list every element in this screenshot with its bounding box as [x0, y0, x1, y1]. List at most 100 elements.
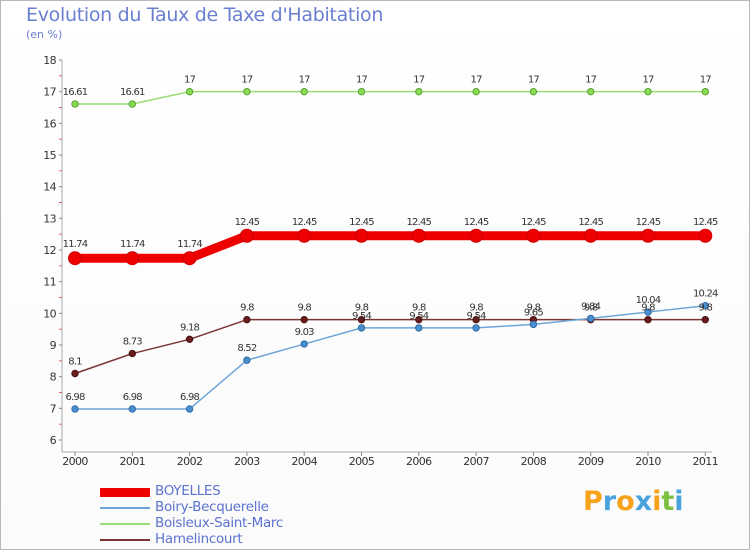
- y-tick-label: 15: [43, 149, 56, 162]
- legend-label: Boisleux-Saint-Marc: [155, 515, 283, 531]
- data-point-boyelles: [354, 228, 369, 243]
- y-tick-label: 6: [50, 434, 57, 447]
- logo-letter: t: [661, 486, 675, 517]
- x-tick-label: 2006: [406, 455, 432, 468]
- x-tick-label: 2001: [119, 455, 145, 468]
- data-point-boyelles: [526, 228, 541, 243]
- data-label-hamelincourt: 8.73: [123, 337, 143, 348]
- data-label-boiry-becquerelle: 6.98: [123, 392, 143, 403]
- x-tick-label: 2009: [578, 455, 604, 468]
- data-label-boisleux-saint-marc: 17: [184, 75, 196, 86]
- data-label-boyelles: 12.45: [521, 217, 546, 228]
- chart-subtitle: (en %): [26, 28, 63, 41]
- y-tick-label: 11: [43, 276, 56, 289]
- data-label-boiry-becquerelle: 8.52: [237, 343, 257, 354]
- data-label-boiry-becquerelle: 6.98: [65, 392, 85, 403]
- legend-item: Boiry-Becquerelle: [100, 499, 360, 515]
- legend-swatch: [100, 488, 150, 497]
- data-point-boyelles: [125, 251, 140, 266]
- data-label-hamelincourt: 9.18: [180, 322, 200, 333]
- data-point-hamelincourt: [701, 315, 709, 324]
- data-point-hamelincourt: [243, 315, 251, 324]
- legend-label: Boiry-Becquerelle: [155, 499, 269, 515]
- y-tick-label: 13: [43, 212, 56, 225]
- data-point-boyelles: [698, 228, 713, 243]
- data-label-boyelles: 12.45: [235, 217, 260, 228]
- data-point-boyelles: [182, 251, 197, 266]
- data-label-boyelles: 12.45: [578, 217, 603, 228]
- x-tick-label: 2008: [521, 455, 547, 468]
- data-label-boisleux-saint-marc: 16.61: [63, 87, 88, 98]
- data-point-hamelincourt: [644, 315, 652, 324]
- data-label-hamelincourt: 9.8: [240, 303, 254, 314]
- data-point-boiry-becquerelle: [128, 405, 137, 413]
- data-point-boisleux-saint-marc: [300, 87, 308, 96]
- data-label-boisleux-saint-marc: 16.61: [120, 87, 145, 98]
- proxiti-logo: Proxiti: [583, 486, 684, 517]
- legend-item: Boisleux-Saint-Marc: [100, 515, 360, 531]
- legend-label: BOYELLES: [155, 483, 221, 499]
- data-point-boisleux-saint-marc: [243, 87, 251, 96]
- data-label-hamelincourt: 9.8: [412, 303, 426, 314]
- x-tick-label: 2005: [349, 455, 375, 468]
- y-tick-label: 12: [43, 244, 56, 257]
- x-tick-label: 2007: [463, 455, 489, 468]
- data-label-boiry-becquerelle: 9.54: [409, 311, 429, 322]
- data-label-boiry-becquerelle: 6.98: [180, 392, 200, 403]
- data-label-boiry-becquerelle: 9.54: [467, 311, 487, 322]
- x-tick-label: 2003: [234, 455, 260, 468]
- x-tick-label: 2002: [177, 455, 203, 468]
- data-label-hamelincourt: 9.8: [584, 303, 598, 314]
- data-point-boisleux-saint-marc: [644, 87, 652, 96]
- data-point-boiry-becquerelle: [644, 308, 652, 316]
- data-point-hamelincourt: [185, 335, 194, 343]
- data-label-boisleux-saint-marc: 17: [700, 75, 712, 86]
- data-label-hamelincourt: 9.8: [699, 303, 713, 314]
- legend: BOYELLES Boiry-Becquerelle Boisleux-Saint-…: [100, 483, 360, 547]
- data-point-boiry-becquerelle: [587, 314, 595, 323]
- data-label-boyelles: 12.45: [636, 217, 661, 228]
- logo-letter: r: [602, 486, 617, 517]
- data-point-hamelincourt: [415, 315, 423, 324]
- data-point-hamelincourt: [300, 315, 308, 324]
- data-label-boisleux-saint-marc: 17: [356, 75, 368, 86]
- data-label-hamelincourt: 9.8: [641, 303, 655, 314]
- y-tick-label: 18: [43, 54, 56, 67]
- data-label-hamelincourt: 9.8: [469, 303, 483, 314]
- data-point-boiry-becquerelle: [185, 405, 194, 413]
- data-point-hamelincourt: [472, 315, 480, 324]
- logo-letter: P: [583, 486, 603, 517]
- data-point-boiry-becquerelle: [472, 324, 480, 332]
- data-label-hamelincourt: 8.1: [68, 357, 82, 368]
- data-point-hamelincourt: [128, 349, 137, 358]
- y-tick-label: 7: [50, 402, 57, 415]
- data-point-boisleux-saint-marc: [587, 87, 595, 96]
- data-label-boyelles: 12.45: [693, 217, 718, 228]
- data-label-boyelles: 12.45: [349, 217, 374, 228]
- data-label-boisleux-saint-marc: 17: [471, 75, 483, 86]
- data-label-boyelles: 11.74: [63, 239, 88, 250]
- legend-swatch: [100, 507, 150, 509]
- data-point-boiry-becquerelle: [243, 356, 251, 364]
- data-label-boisleux-saint-marc: 17: [642, 75, 654, 86]
- data-point-hamelincourt: [357, 315, 366, 324]
- data-point-boiry-becquerelle: [701, 302, 709, 310]
- data-label-boisleux-saint-marc: 17: [585, 75, 597, 86]
- data-label-hamelincourt: 9.8: [527, 303, 541, 314]
- series-line-boisleux-saint-marc: [74, 90, 707, 105]
- data-label-boyelles: 11.74: [177, 239, 202, 250]
- data-label-boiry-becquerelle: 10.24: [693, 289, 718, 300]
- data-label-boyelles: 12.45: [292, 217, 317, 228]
- data-label-boisleux-saint-marc: 17: [299, 75, 311, 86]
- legend-item: Hamelincourt: [100, 531, 360, 547]
- data-point-boisleux-saint-marc: [185, 87, 194, 96]
- logo-letter: o: [616, 486, 635, 517]
- legend-item: BOYELLES: [100, 483, 360, 499]
- data-point-boyelles: [411, 228, 426, 243]
- data-label-boisleux-saint-marc: 17: [413, 75, 425, 86]
- legend-label: Hamelincourt: [155, 531, 243, 547]
- data-label-boyelles: 12.45: [406, 217, 431, 228]
- x-tick-label: 2004: [291, 455, 317, 468]
- data-label-boyelles: 12.45: [464, 217, 489, 228]
